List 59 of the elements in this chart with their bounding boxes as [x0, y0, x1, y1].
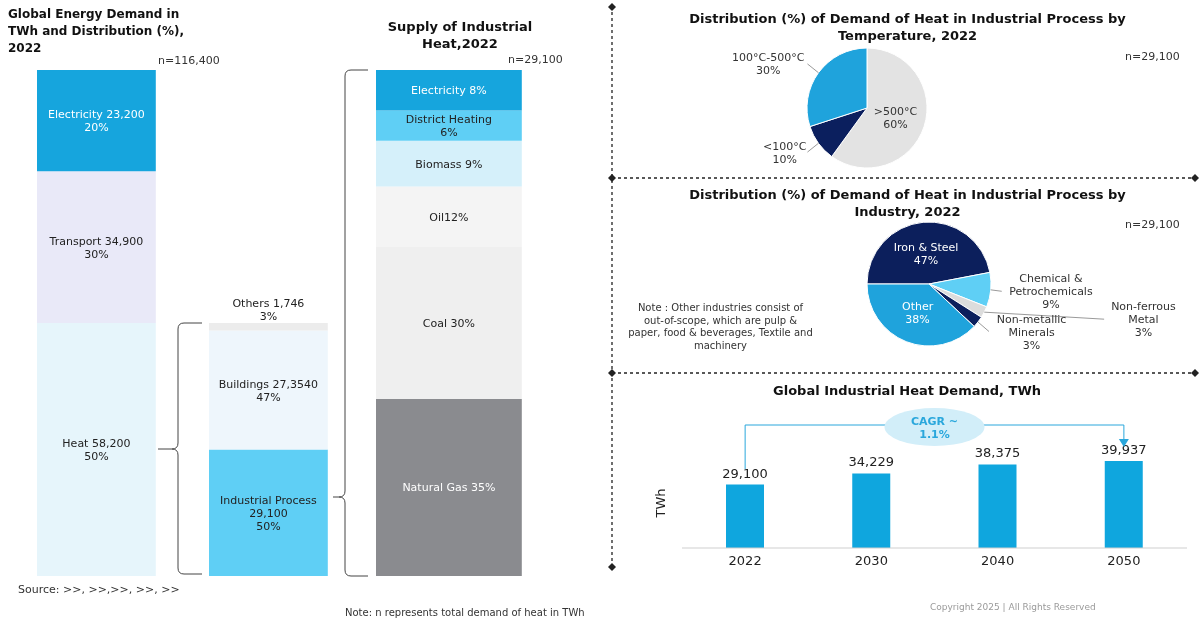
data-label: Industrial Process 29,100 50% — [219, 493, 318, 533]
text: CAGR ~ 1.1% — [910, 414, 959, 440]
slice-label: 100°C-500°C — [731, 50, 805, 64]
bar — [376, 140, 522, 187]
data-label: Coal 30% — [422, 316, 475, 330]
chart-title: Global Energy Demand in TWh and Distribution (%), 2022 — [8, 7, 185, 55]
text: n=29,100 — [508, 53, 563, 67]
data-label: 30% — [755, 63, 781, 77]
chart-title: Global Industrial Heat Demand, TWh — [772, 382, 1042, 399]
data-label: 3% — [1134, 325, 1153, 339]
data-label: 34,229 — [848, 453, 894, 469]
bar — [852, 473, 891, 548]
data-label: 60% — [883, 117, 908, 131]
x-tick-label: 2050 — [1107, 553, 1141, 569]
y-axis-title: TWh — [652, 488, 668, 519]
data-label: 38% — [905, 312, 930, 326]
x-tick-label: 2040 — [981, 553, 1015, 569]
data-label: Electricity 8% — [411, 83, 487, 97]
slice-label: Chemical & Petrochemicals — [1009, 271, 1093, 298]
data-label: 29,100 — [722, 465, 768, 481]
data-label: 3% — [1022, 338, 1041, 351]
bar — [978, 464, 1017, 548]
data-label: 10% — [772, 152, 797, 166]
slice-label: Iron & Steel — [893, 240, 959, 254]
data-label: Heat 58,200 50% — [62, 436, 131, 463]
source-note: Source: >>, >>,>>, >>, >> — [18, 583, 180, 597]
data-label: 38,375 — [974, 444, 1021, 460]
text: Copyright 2025 | All Rights Reserved — [930, 602, 1096, 614]
bar — [1104, 461, 1143, 548]
bar — [376, 398, 522, 576]
data-label: District Heating 6% — [405, 112, 492, 139]
data-label: Electricity 23,200 20% — [48, 107, 145, 134]
bar — [376, 70, 522, 111]
slice-label: <100°C — [762, 139, 807, 153]
slice-label: Non-ferrous Metal — [1111, 299, 1176, 326]
data-label: 39,937 — [1101, 441, 1147, 457]
chart-title: Distribution (%) of Demand of Heat in Industrial Process by Industry, 2022 — [689, 187, 1126, 219]
text: Note: n represents total demand of heat in TWh — [345, 607, 585, 620]
x-tick-label: 2030 — [854, 553, 888, 569]
data-label: Biomass 9% — [415, 157, 483, 171]
data-label: Buildings 27,3540 47% — [218, 377, 319, 404]
data-label: Natural Gas 35% — [402, 480, 496, 494]
text: Note : Other industries consist of out-of-scope, which are pulp & paper, food & beverages, Textile and machinery — [628, 302, 813, 352]
bar — [726, 484, 764, 548]
data-label: 9% — [1042, 297, 1060, 311]
slice-label: Other — [901, 299, 934, 313]
text: n=29,100 — [1125, 218, 1180, 232]
data-label: 47% — [913, 253, 939, 267]
bar — [376, 110, 522, 141]
slice-label: >500°C — [873, 104, 918, 118]
chart-title: Supply of Industrial Heat,2022 — [386, 18, 534, 52]
data-label: Oil12% — [429, 210, 469, 224]
data-label: Transport 34,900 30% — [48, 234, 144, 261]
slice-label: Non-metallic Minerals — [996, 312, 1067, 338]
x-tick-label: 2022 — [728, 553, 762, 569]
text: n=29,100 — [1125, 50, 1180, 64]
text: n=116,400 — [158, 54, 220, 68]
chart-title: Distribution (%) of Demand of Heat in Industrial Process by Temperature, 2022 — [688, 10, 1127, 44]
data-label: Others 1,746 3% — [232, 296, 305, 322]
